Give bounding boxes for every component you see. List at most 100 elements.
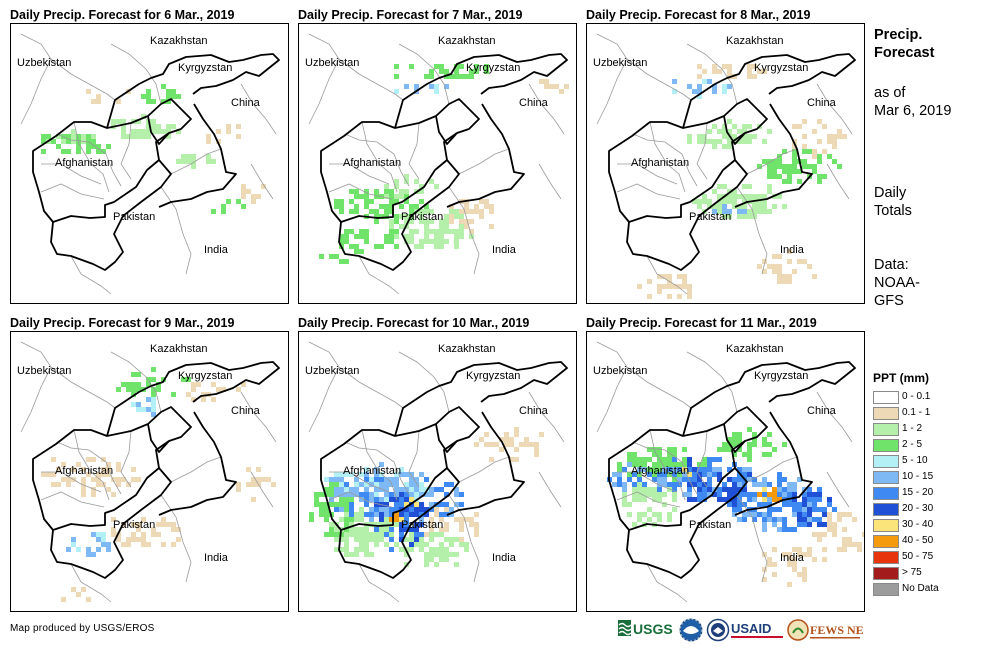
precip-cell xyxy=(136,402,141,407)
precip-cell xyxy=(657,517,662,522)
precip-cell xyxy=(246,189,251,194)
precip-cell xyxy=(727,139,732,144)
precip-cell xyxy=(349,229,354,234)
precip-cell xyxy=(732,124,737,129)
precip-cell xyxy=(121,134,126,139)
precip-cell xyxy=(762,159,767,164)
precip-cell xyxy=(146,124,151,129)
precip-cell xyxy=(394,234,399,239)
precip-cell xyxy=(772,497,777,502)
precip-cell xyxy=(662,457,667,462)
precip-cell xyxy=(757,512,762,517)
admin-border xyxy=(338,366,404,409)
precip-cell xyxy=(637,512,642,517)
precip-cell xyxy=(667,462,672,467)
precip-cell xyxy=(439,557,444,562)
precip-cell xyxy=(747,467,752,472)
precip-cell xyxy=(439,219,444,224)
precip-cell xyxy=(747,512,752,517)
precip-cell xyxy=(742,492,747,497)
admin-border xyxy=(458,148,510,175)
precip-cell xyxy=(86,472,91,477)
admin-border xyxy=(649,121,686,193)
precip-cell xyxy=(717,69,722,74)
precip-cell xyxy=(722,487,727,492)
precip-cell xyxy=(81,482,86,487)
precip-cell xyxy=(687,294,692,299)
precip-cell xyxy=(349,527,354,532)
precip-cell xyxy=(797,179,802,184)
precip-cell xyxy=(339,502,344,507)
precip-cell xyxy=(802,577,807,582)
precip-cell xyxy=(459,224,464,229)
precip-cell xyxy=(464,542,469,547)
precip-cell xyxy=(672,487,677,492)
precip-cell xyxy=(777,164,782,169)
precip-cell xyxy=(394,482,399,487)
precip-cell xyxy=(131,392,136,397)
precip-cell xyxy=(742,204,747,209)
precip-cell xyxy=(374,244,379,249)
precip-cell xyxy=(632,462,637,467)
precip-cell xyxy=(817,532,822,537)
precip-cell xyxy=(727,487,732,492)
precip-cell xyxy=(146,377,151,382)
precip-cell xyxy=(146,99,151,104)
precip-cell xyxy=(389,512,394,517)
precip-cell xyxy=(742,129,747,134)
precip-cell xyxy=(727,467,732,472)
precip-cell xyxy=(434,64,439,69)
precip-cell xyxy=(434,552,439,557)
precip-cell xyxy=(772,572,777,577)
precip-cell xyxy=(727,492,732,497)
precip-cell xyxy=(364,482,369,487)
legend-label: 2 - 5 xyxy=(902,439,923,450)
precip-cell xyxy=(642,482,647,487)
precip-cell xyxy=(459,517,464,522)
precip-cell xyxy=(792,487,797,492)
precip-cell xyxy=(141,134,146,139)
precip-cell xyxy=(399,204,404,209)
legend-title: PPT (mm) xyxy=(873,371,930,385)
precip-cell xyxy=(141,517,146,522)
precip-cell xyxy=(384,527,389,532)
country-border xyxy=(158,103,237,208)
precip-cell xyxy=(702,462,707,467)
precip-cell xyxy=(359,497,364,502)
precip-cell xyxy=(722,144,727,149)
precip-cell xyxy=(444,74,449,79)
precip-cell xyxy=(344,527,349,532)
precip-cell xyxy=(514,447,519,452)
precip-cell xyxy=(329,532,334,537)
precip-cell xyxy=(136,407,141,412)
precip-cell xyxy=(752,492,757,497)
precip-cell xyxy=(329,254,334,259)
precip-cell xyxy=(707,472,712,477)
precip-cell xyxy=(221,204,226,209)
precip-cell xyxy=(727,69,732,74)
precip-cell xyxy=(449,209,454,214)
precip-cell xyxy=(702,69,707,74)
precip-cell xyxy=(399,189,404,194)
precip-cell xyxy=(697,199,702,204)
legend-label: 0.1 - 1 xyxy=(902,407,931,418)
precip-cell xyxy=(121,129,126,134)
precip-cell xyxy=(364,527,369,532)
precip-cell xyxy=(767,159,772,164)
precip-cell xyxy=(737,497,742,502)
precip-cell xyxy=(66,477,71,482)
precip-cell xyxy=(747,472,752,477)
precip-cell xyxy=(404,219,409,224)
precip-cell xyxy=(236,387,241,392)
country-border xyxy=(446,103,525,208)
precip-cell xyxy=(797,517,802,522)
precip-cell xyxy=(404,194,409,199)
precip-cell xyxy=(151,407,156,412)
precip-cell xyxy=(632,497,637,502)
precip-cell xyxy=(364,467,369,472)
precip-cell xyxy=(732,437,737,442)
precip-cell xyxy=(682,279,687,284)
admin-border xyxy=(328,183,393,200)
precip-cell xyxy=(339,209,344,214)
precip-cell xyxy=(314,492,319,497)
